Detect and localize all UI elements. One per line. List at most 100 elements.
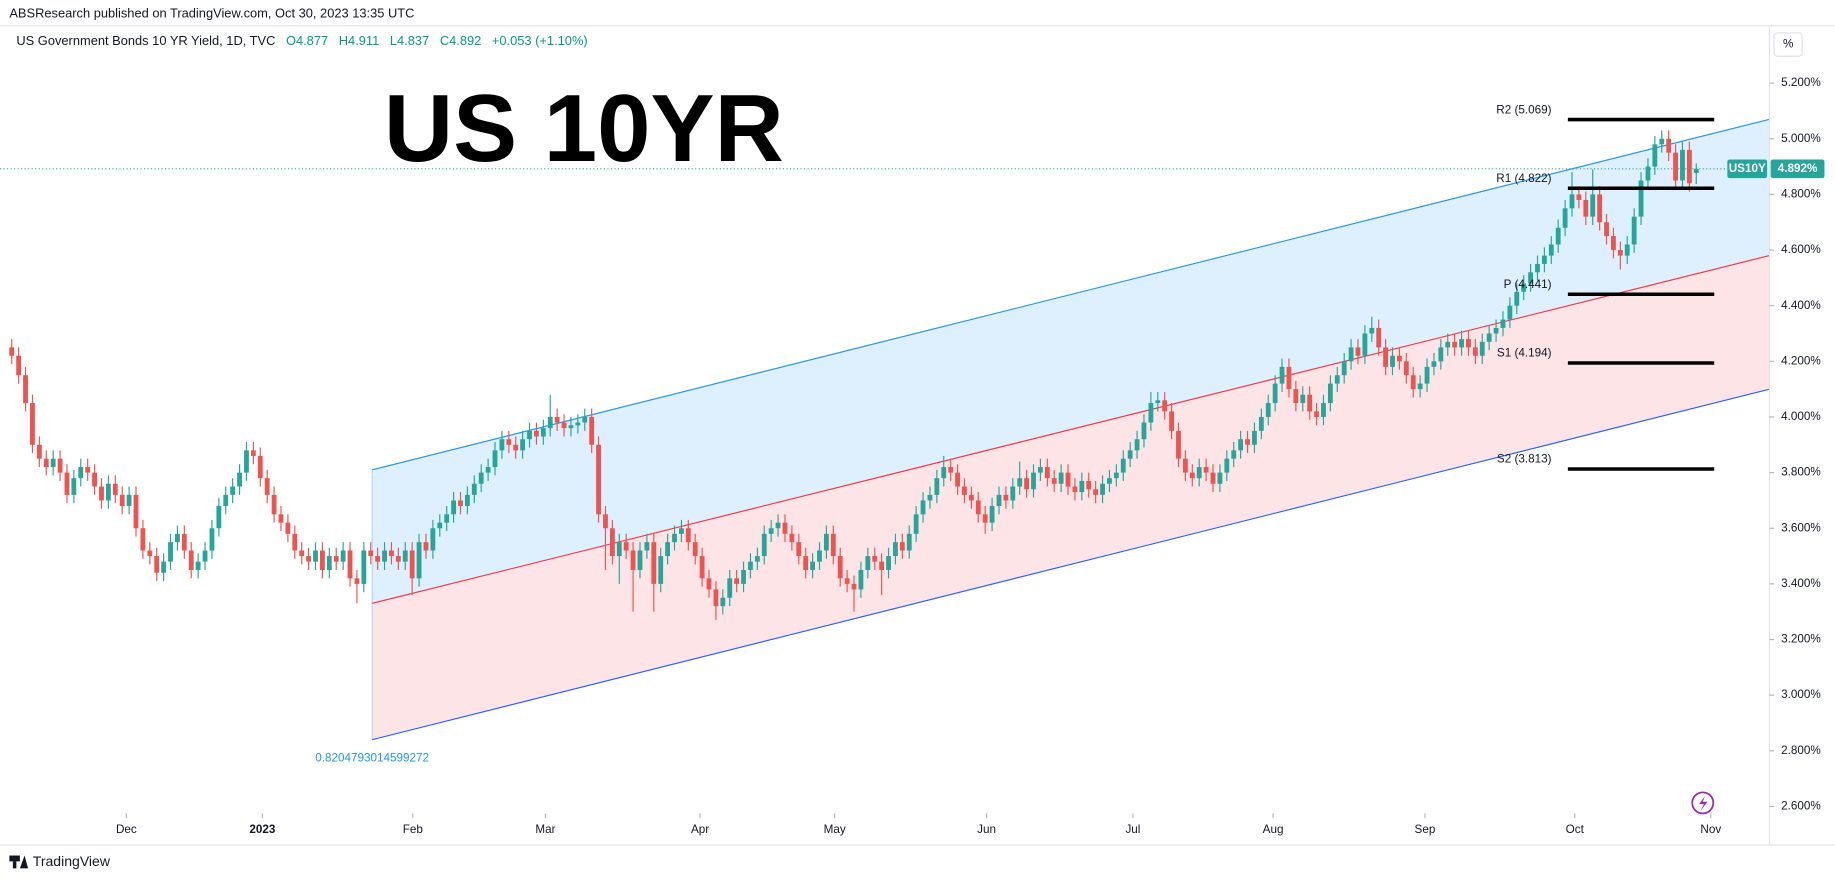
candle-body — [865, 556, 871, 570]
candle-body — [1355, 347, 1361, 356]
candle-body — [678, 528, 684, 534]
candle-body — [858, 569, 864, 590]
candle-body — [782, 522, 788, 534]
candle-body — [168, 542, 173, 562]
candle-body — [1410, 375, 1416, 390]
candle-body — [1673, 152, 1678, 181]
candle-body — [216, 505, 222, 529]
y-tick-label: 4.600% — [1781, 243, 1821, 256]
candle-body — [630, 550, 636, 570]
ohlc-high: H4.911 — [339, 34, 380, 49]
candle-body — [1314, 411, 1319, 417]
candle-body — [195, 561, 201, 570]
y-tick-label: 5.000% — [1781, 132, 1821, 145]
symbol-name: US Government Bonds 10 YR Yield, 1D, TVC — [16, 34, 275, 49]
candle-body — [402, 550, 408, 562]
candle-body — [906, 533, 912, 551]
candle-body — [23, 375, 28, 404]
price-tag-label: 4.892% — [1778, 162, 1818, 175]
candle-body — [513, 444, 519, 451]
candle-body — [209, 528, 215, 551]
candle-body — [1148, 403, 1154, 423]
candle-body — [181, 533, 187, 551]
candle-body — [1555, 227, 1561, 245]
candle-body — [437, 522, 443, 529]
candle-body — [672, 533, 677, 543]
candle-body — [1003, 494, 1009, 501]
candle-body — [962, 486, 967, 495]
candle-body — [1093, 489, 1099, 495]
candle-body — [99, 486, 104, 501]
x-tick-label: Oct — [1566, 823, 1585, 836]
candle-body — [665, 542, 671, 557]
candle-body — [340, 550, 346, 562]
candle-body — [1196, 467, 1202, 479]
candle-body — [1293, 389, 1299, 404]
candle-body — [1390, 355, 1395, 367]
candle-body — [1031, 472, 1036, 490]
logo-bar — [9, 855, 20, 862]
candle-body — [1535, 263, 1540, 273]
candle-body — [1079, 480, 1085, 493]
pivot-label: S1 (4.194) — [1497, 347, 1552, 360]
candle-body — [637, 550, 643, 570]
candle-body — [540, 428, 546, 437]
candle-body — [1300, 394, 1306, 404]
candle-body — [603, 514, 608, 529]
channel-lower — [371, 388, 1770, 741]
candle-body — [1010, 486, 1016, 501]
brand-logo — [9, 855, 29, 869]
candle-body — [1472, 347, 1478, 356]
candle-body — [1638, 180, 1644, 217]
candle-body — [1176, 430, 1181, 459]
candle-body — [754, 556, 760, 562]
candle-body — [1327, 383, 1333, 404]
candle-body — [534, 430, 539, 437]
candle-body — [1024, 478, 1030, 490]
candle-body — [796, 542, 802, 557]
candle-body — [50, 458, 56, 468]
candle-body — [285, 522, 291, 534]
channel-upper — [371, 118, 1770, 471]
candle-body — [1286, 366, 1292, 390]
candle-body — [1044, 467, 1050, 479]
candle-body — [112, 483, 118, 495]
candle-body — [1500, 319, 1506, 328]
candle-body — [844, 578, 850, 584]
candle-body — [319, 550, 325, 570]
x-tick-label: Mar — [535, 823, 555, 836]
candle-body — [1424, 366, 1430, 384]
candle-body — [1604, 222, 1609, 237]
candle-body — [727, 578, 733, 598]
y-tick-label: 3.000% — [1781, 688, 1821, 701]
candle-body — [706, 578, 712, 590]
candle-body — [1127, 450, 1133, 459]
candle-body — [1590, 194, 1596, 217]
y-tick-label: 2.600% — [1781, 800, 1821, 813]
x-tick-label: 2023 — [249, 823, 276, 836]
candle-body — [416, 542, 422, 579]
candle-body — [1659, 138, 1665, 145]
candle-body — [941, 467, 947, 479]
candle-body — [948, 467, 954, 473]
candle-body — [1100, 483, 1105, 495]
y-tick-label: 4.400% — [1781, 299, 1821, 312]
candle-body — [1182, 458, 1188, 473]
x-tick-label: Feb — [403, 823, 424, 836]
candle-body — [589, 416, 595, 445]
candle-body — [1217, 472, 1223, 484]
unit-button[interactable] — [1773, 32, 1803, 57]
candle-body — [561, 422, 567, 429]
y-tick-label: 5.200% — [1781, 76, 1821, 89]
candle-body — [499, 439, 505, 451]
alert-icon[interactable] — [1691, 791, 1715, 815]
candle-body — [1541, 255, 1547, 264]
candle-body — [1037, 467, 1043, 473]
candle-body — [886, 556, 891, 570]
candle-body — [188, 550, 194, 570]
candle-body — [354, 578, 360, 584]
candle-body — [1569, 194, 1575, 209]
candle-body — [478, 472, 484, 484]
candle-body — [748, 561, 753, 570]
y-tick-label: 4.800% — [1781, 187, 1821, 200]
